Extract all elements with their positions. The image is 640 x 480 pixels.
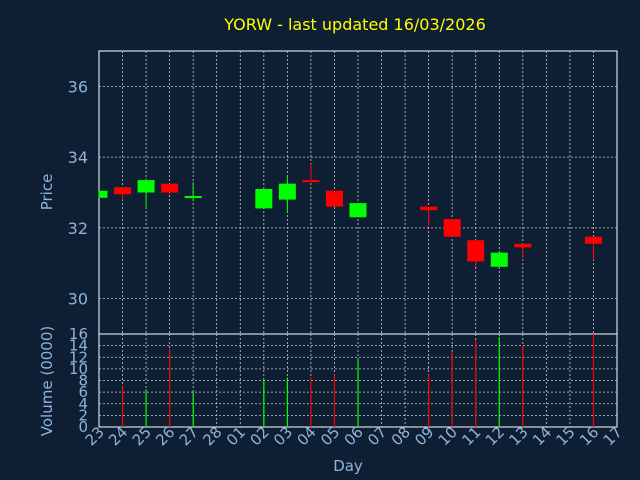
candle: [443, 219, 461, 237]
day-axis-ticks: 2324252627280102030405060708091011121314…: [82, 423, 626, 449]
candle-body: [490, 252, 508, 267]
candle-body: [302, 180, 320, 183]
candle-body: [184, 196, 202, 199]
candle-body: [467, 240, 485, 262]
day-axis-label: Day: [333, 457, 363, 475]
candle: [302, 164, 320, 183]
volume-axis-label: Volume (0000): [38, 326, 56, 436]
candle-body: [514, 243, 532, 248]
candle-body: [278, 183, 296, 200]
candle: [420, 206, 438, 227]
volume-tick-label: 10: [69, 360, 88, 378]
candle: [114, 187, 132, 200]
volume-tick-label: 8: [78, 372, 88, 390]
volume-tick-label: 12: [69, 348, 88, 366]
candle: [255, 188, 273, 209]
candle: [325, 190, 343, 207]
candle-body: [349, 203, 367, 218]
candle: [349, 203, 367, 218]
candle: [161, 183, 179, 195]
volume-tick-label: 14: [69, 337, 88, 355]
volume-tick-label: 0: [78, 418, 88, 436]
candle: [514, 243, 532, 258]
volume-tick-label: 2: [78, 406, 88, 424]
price-tick-label: 36: [68, 77, 88, 96]
volume-tick-label: 16: [69, 325, 88, 343]
candle-body: [137, 180, 155, 193]
price-tick-label: 30: [68, 290, 88, 309]
volume-bar-series: [121, 334, 595, 427]
candle: [137, 178, 155, 209]
candle-body: [584, 236, 602, 244]
candle-body: [99, 190, 108, 198]
candle: [278, 176, 296, 212]
candle-body: [325, 190, 343, 207]
candle-body: [161, 183, 179, 193]
candle: [584, 236, 602, 260]
candle-body: [114, 187, 132, 195]
price-tick-label: 34: [68, 148, 88, 167]
price-y-ticks: 30 32 34 36: [68, 77, 88, 308]
price-panel: 30 32 34 36 Price: [38, 50, 618, 335]
volume-tick-label: 6: [78, 383, 88, 401]
candle-body: [420, 206, 438, 211]
candle: [490, 252, 508, 267]
volume-tick-label: 4: [78, 395, 88, 413]
chart-title: YORW - last updated 16/03/2026: [223, 15, 486, 34]
candle: [98, 190, 108, 198]
candle-body: [443, 219, 461, 237]
candle-body: [255, 188, 273, 209]
price-tick-label: 32: [68, 219, 88, 238]
price-axis-label: Price: [38, 174, 56, 211]
candle: [184, 181, 202, 202]
candlestick-series: [98, 164, 602, 267]
candle: [467, 240, 485, 267]
